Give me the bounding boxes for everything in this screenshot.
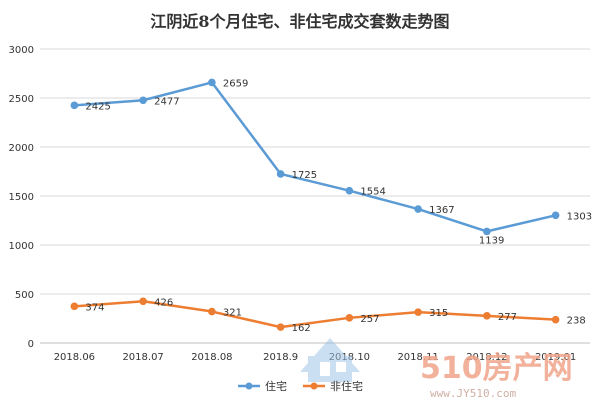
x-tick-label: 2018.06 xyxy=(54,352,95,363)
legend-swatch-marker xyxy=(310,382,318,390)
data-point xyxy=(483,312,491,320)
watermark-url: www.JY510.com xyxy=(430,387,516,400)
x-tick-label: 2018.9 xyxy=(263,352,298,363)
data-label: 321 xyxy=(223,308,242,319)
data-label: 1303 xyxy=(567,211,592,222)
data-label: 2477 xyxy=(154,96,179,107)
series-line xyxy=(74,300,556,329)
data-labels: 2425 2477 2659 1725 1554 1367 1139 1303 374 426 32… xyxy=(85,78,592,334)
data-label: 257 xyxy=(360,314,379,325)
data-label: 1554 xyxy=(360,187,385,198)
gridlines xyxy=(40,48,590,344)
watermark-logo: 510房产网 www.JY510.com xyxy=(300,338,573,400)
x-tick-label: 2018.08 xyxy=(191,352,232,363)
chart-title: 江阴近8个月住宅、非住宅成交套数走势图 xyxy=(150,12,449,31)
y-tick-label: 1000 xyxy=(9,241,34,252)
data-point xyxy=(551,315,560,324)
series-layer xyxy=(70,78,560,331)
y-tick-label: 2500 xyxy=(9,94,34,105)
y-tick-label: 0 xyxy=(28,339,34,350)
data-point xyxy=(70,101,79,110)
y-tick-label: 3000 xyxy=(9,45,34,56)
series-line xyxy=(74,81,556,233)
data-point xyxy=(414,205,422,213)
data-point xyxy=(345,314,354,322)
house-logo-icon xyxy=(300,338,360,382)
legend-swatch-marker xyxy=(245,382,253,390)
y-tick-label: 500 xyxy=(15,290,34,301)
data-label: 1139 xyxy=(479,235,504,246)
data-label: 277 xyxy=(498,312,517,323)
data-label: 238 xyxy=(567,316,586,327)
y-axis-ticks: 0 500 1000 1500 2000 2500 3000 xyxy=(9,45,34,350)
data-label: 162 xyxy=(292,323,311,334)
data-label: 2659 xyxy=(223,78,248,89)
data-point xyxy=(208,78,216,87)
data-point xyxy=(551,211,560,220)
x-tick-label: 2018.12 xyxy=(466,352,507,363)
legend-label: 住宅 xyxy=(265,379,287,393)
data-label: 315 xyxy=(429,308,448,319)
legend: 住宅 非住宅 xyxy=(238,379,363,393)
data-point xyxy=(414,308,422,316)
data-label: 426 xyxy=(154,297,173,308)
data-point xyxy=(139,96,147,105)
data-point xyxy=(139,297,147,306)
watermark-brand: 510房产网 xyxy=(420,351,573,386)
data-label: 1367 xyxy=(429,205,454,216)
x-tick-label: 2019.01 xyxy=(535,352,576,363)
y-tick-label: 2000 xyxy=(9,143,34,154)
x-tick-label: 2018.11 xyxy=(397,352,438,363)
x-tick-label: 2018.07 xyxy=(122,352,163,363)
y-tick-label: 1500 xyxy=(9,192,34,203)
legend-label: 非住宅 xyxy=(330,379,363,393)
data-point xyxy=(483,227,491,236)
data-point xyxy=(276,170,285,178)
data-point xyxy=(345,186,354,195)
data-point xyxy=(276,323,285,331)
data-label: 2425 xyxy=(85,101,110,112)
data-label: 374 xyxy=(85,302,104,313)
data-point xyxy=(70,302,79,311)
data-point xyxy=(208,307,216,316)
data-label: 1725 xyxy=(292,170,317,181)
